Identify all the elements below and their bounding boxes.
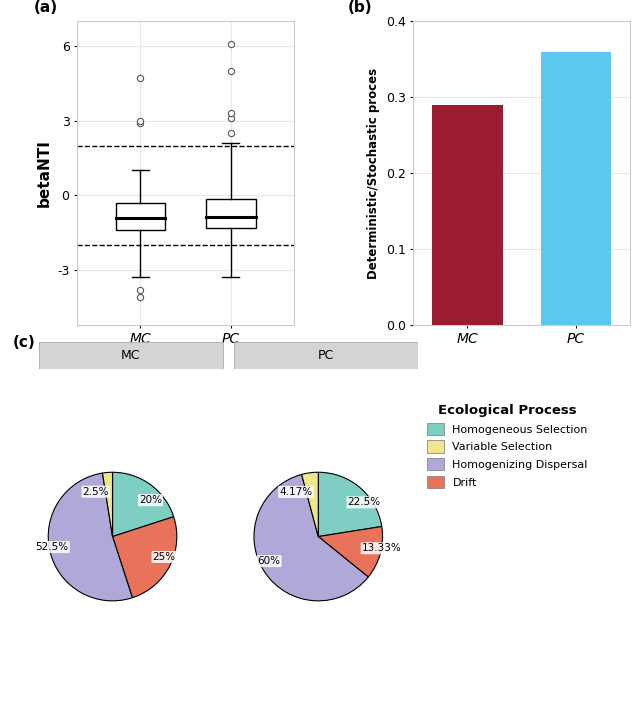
Wedge shape: [48, 473, 132, 601]
Text: (a): (a): [34, 0, 58, 15]
Text: 4.17%: 4.17%: [279, 487, 312, 497]
Text: (b): (b): [349, 0, 373, 15]
Text: 20%: 20%: [139, 495, 162, 505]
Bar: [39, 342, 222, 369]
Bar: [541, 52, 611, 325]
Text: PC: PC: [318, 349, 334, 362]
Wedge shape: [102, 472, 113, 537]
Wedge shape: [254, 474, 368, 601]
Text: 25%: 25%: [152, 552, 176, 562]
Wedge shape: [302, 472, 318, 537]
Text: 22.5%: 22.5%: [347, 497, 381, 508]
Text: 2.5%: 2.5%: [82, 486, 109, 497]
Wedge shape: [113, 517, 177, 598]
Bar: [206, 199, 256, 228]
Y-axis label: betaNTI: betaNTI: [37, 139, 51, 207]
Wedge shape: [318, 472, 382, 537]
Wedge shape: [318, 527, 383, 577]
Bar: [234, 342, 418, 369]
Bar: [432, 104, 503, 325]
Text: 13.33%: 13.33%: [362, 543, 401, 554]
Text: MC: MC: [121, 349, 140, 362]
Text: 60%: 60%: [258, 556, 280, 566]
Y-axis label: Deterministic/Stochastic proces: Deterministic/Stochastic proces: [367, 67, 380, 279]
Bar: [116, 203, 165, 230]
Wedge shape: [113, 472, 174, 537]
Text: (c): (c): [13, 335, 35, 350]
Legend: Homogeneous Selection, Variable Selection, Homogenizing Dispersal, Drift: Homogeneous Selection, Variable Selectio…: [424, 401, 591, 491]
Text: 52.5%: 52.5%: [35, 542, 69, 552]
